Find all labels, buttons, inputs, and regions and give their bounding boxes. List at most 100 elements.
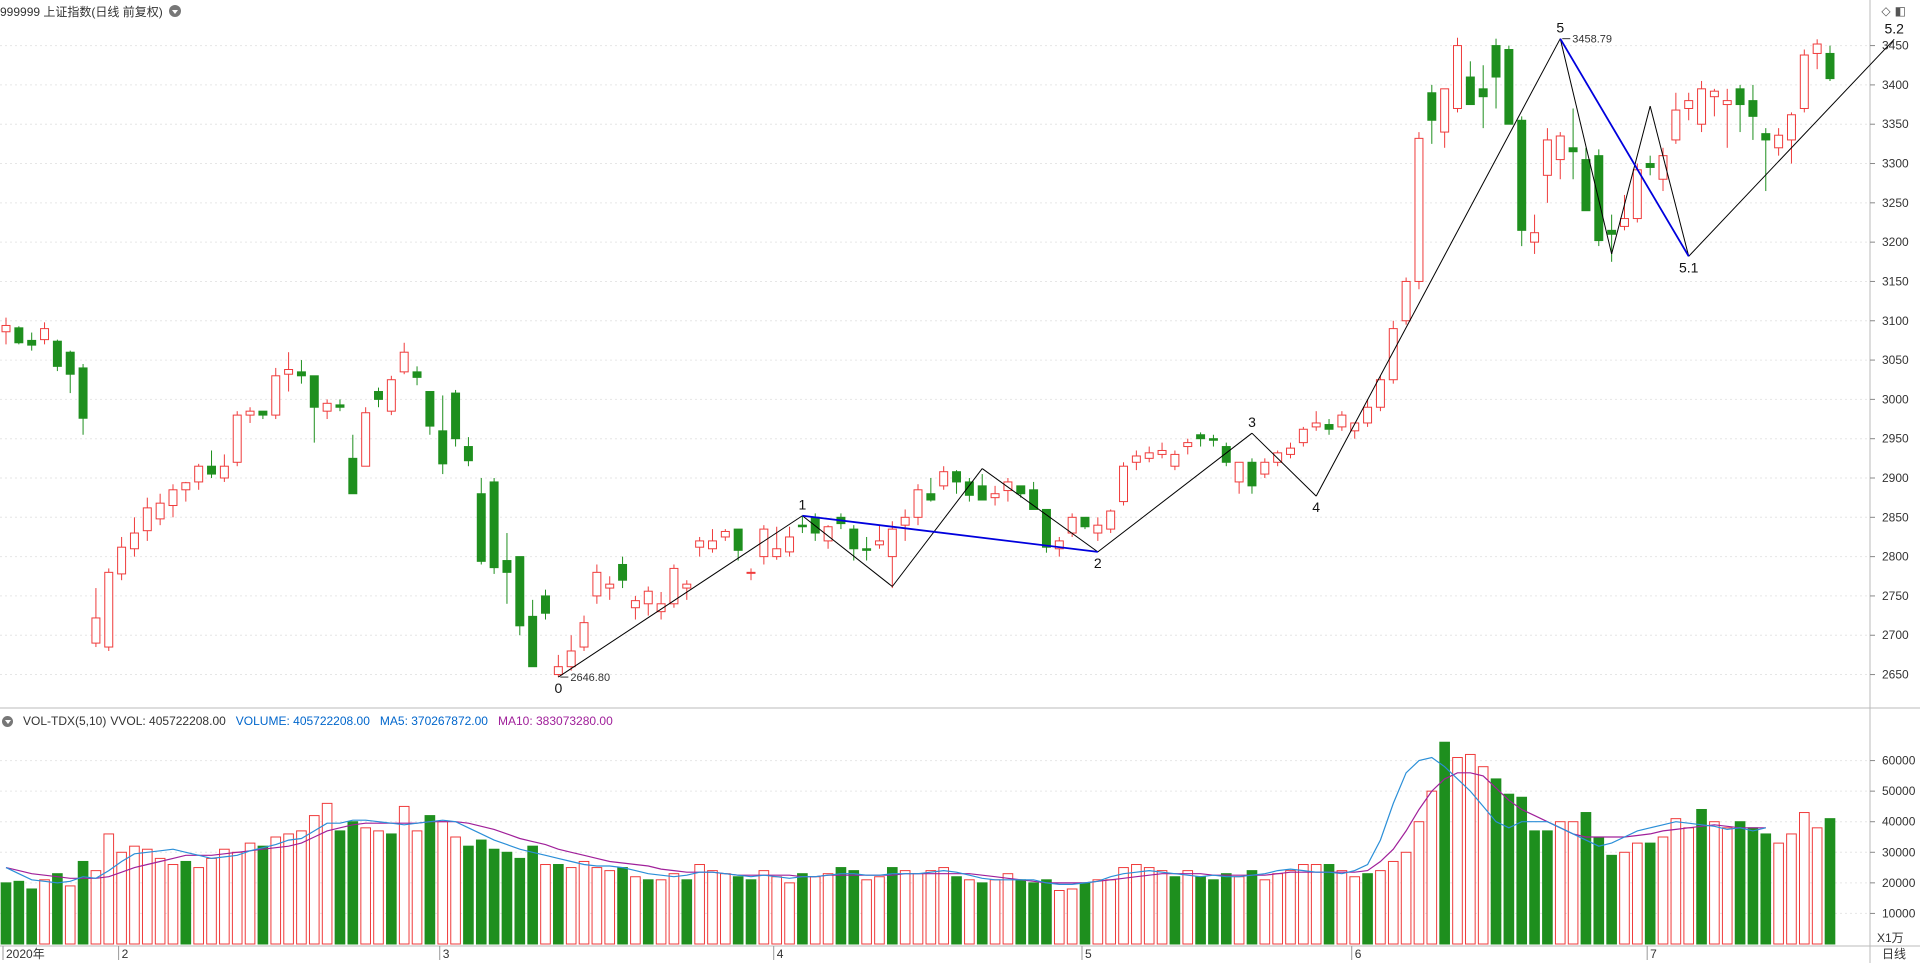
volume-bar [77, 860, 89, 945]
volume-bar [1143, 867, 1155, 945]
candle-body [207, 465, 217, 475]
ma10-value: MA10: 383073280.00 [497, 714, 613, 728]
month-label: 6 [1355, 947, 1362, 961]
volume-bar [720, 873, 731, 945]
vvol-value: VVOL: 405722208.00 [110, 714, 226, 728]
volume-bar [1632, 842, 1643, 945]
candle-body [707, 540, 717, 550]
candle-body [669, 567, 679, 605]
volume-bar [1439, 741, 1450, 945]
price-tick-label: 3100 [1882, 314, 1909, 328]
candle-body [142, 507, 152, 532]
volume-bar [642, 879, 654, 945]
price-tick-label: 3200 [1882, 235, 1909, 249]
chevron-down-icon[interactable] [2, 715, 13, 727]
ma5-value: MA5: 370267872.00 [379, 714, 488, 728]
volume-bar [707, 870, 718, 945]
candle-body [964, 481, 974, 496]
volume-bar [141, 848, 153, 945]
volume-tick-label: 60000 [1882, 754, 1916, 768]
wave-label: 5.2 [1884, 20, 1904, 36]
chevron-down-icon[interactable] [168, 5, 181, 17]
candle-body [926, 493, 936, 501]
volume-bar [360, 827, 371, 945]
candle-body [1106, 510, 1116, 530]
volume-bar [52, 873, 63, 945]
price-tick-label: 2800 [1882, 550, 1909, 564]
candle-body [1504, 49, 1514, 125]
volume-bar [1413, 821, 1425, 945]
volume-bar [1503, 793, 1515, 945]
candle-body [849, 528, 859, 550]
candle-body [720, 530, 730, 538]
candle-body [1080, 516, 1090, 528]
candle-body [104, 571, 114, 648]
price-tick-label: 2650 [1882, 668, 1909, 682]
volume-bar [180, 860, 192, 945]
price-tick-label: 3000 [1882, 392, 1909, 406]
candle-body [1375, 379, 1385, 408]
candle-body [284, 369, 294, 375]
volume-bar [1773, 842, 1784, 945]
volume-bar [514, 857, 526, 945]
volume-tick-label: 20000 [1882, 876, 1916, 890]
volume-bar [604, 870, 616, 945]
candle-body [1157, 449, 1167, 455]
candle-body [1054, 540, 1064, 550]
candle-body [181, 482, 191, 491]
candle-body [887, 528, 897, 558]
period-label: 日线 [1882, 947, 1906, 961]
volume-bar [219, 848, 230, 945]
candle-body [1709, 90, 1719, 98]
volume-bar [13, 880, 25, 945]
volume-bar [758, 870, 770, 945]
wave-label: 1 [798, 497, 806, 513]
diamond-icon[interactable]: ◇ [1881, 4, 1891, 18]
volume-bar [1747, 827, 1759, 945]
volume-bar [1220, 873, 1232, 945]
volume-bar [822, 873, 834, 945]
volume-bar [938, 867, 950, 945]
volume-bar [1516, 796, 1528, 945]
volume-bar [1400, 851, 1412, 945]
candle-body [1196, 434, 1206, 440]
volume-bar [334, 830, 346, 945]
wave-line [802, 515, 893, 587]
candle-body [296, 371, 306, 377]
candle-body [759, 528, 769, 558]
volume-bar [1156, 870, 1168, 945]
candle-body [862, 548, 872, 551]
candle-body [1607, 229, 1617, 235]
candle-body [1619, 218, 1629, 227]
volume-bar [308, 815, 320, 945]
volume-bar [771, 876, 783, 945]
volume-bar [1002, 873, 1014, 945]
candle-body [682, 583, 692, 589]
wave-line [1688, 38, 1895, 257]
volume-bar [1208, 879, 1219, 945]
wave-line [1611, 105, 1651, 255]
candle-body [78, 367, 88, 419]
volume-bar [1426, 790, 1438, 945]
price-tick-label: 2700 [1882, 628, 1909, 642]
volume-bar [1105, 879, 1116, 945]
volume-bar [1336, 870, 1348, 945]
volume-bar [1709, 821, 1720, 945]
volume-bar [1041, 879, 1052, 945]
candle-body [1632, 169, 1642, 220]
volume-header: VOL-TDX(5,10) VVOL: 405722208.00 VOLUME:… [0, 712, 623, 730]
candle-body [1825, 52, 1835, 80]
candle-body [374, 391, 383, 400]
volume-bar [296, 830, 307, 945]
wave-line [981, 468, 1099, 553]
wave-line [1251, 432, 1317, 497]
volume-bar [925, 870, 937, 945]
volume-bar [964, 879, 975, 945]
candle-body [1260, 461, 1270, 475]
panel-toggle-icon[interactable]: ◧ [1894, 4, 1906, 18]
candle-body [52, 340, 62, 367]
candle-body [643, 590, 653, 605]
volume-bar [976, 882, 988, 945]
candle-body [1029, 489, 1039, 510]
